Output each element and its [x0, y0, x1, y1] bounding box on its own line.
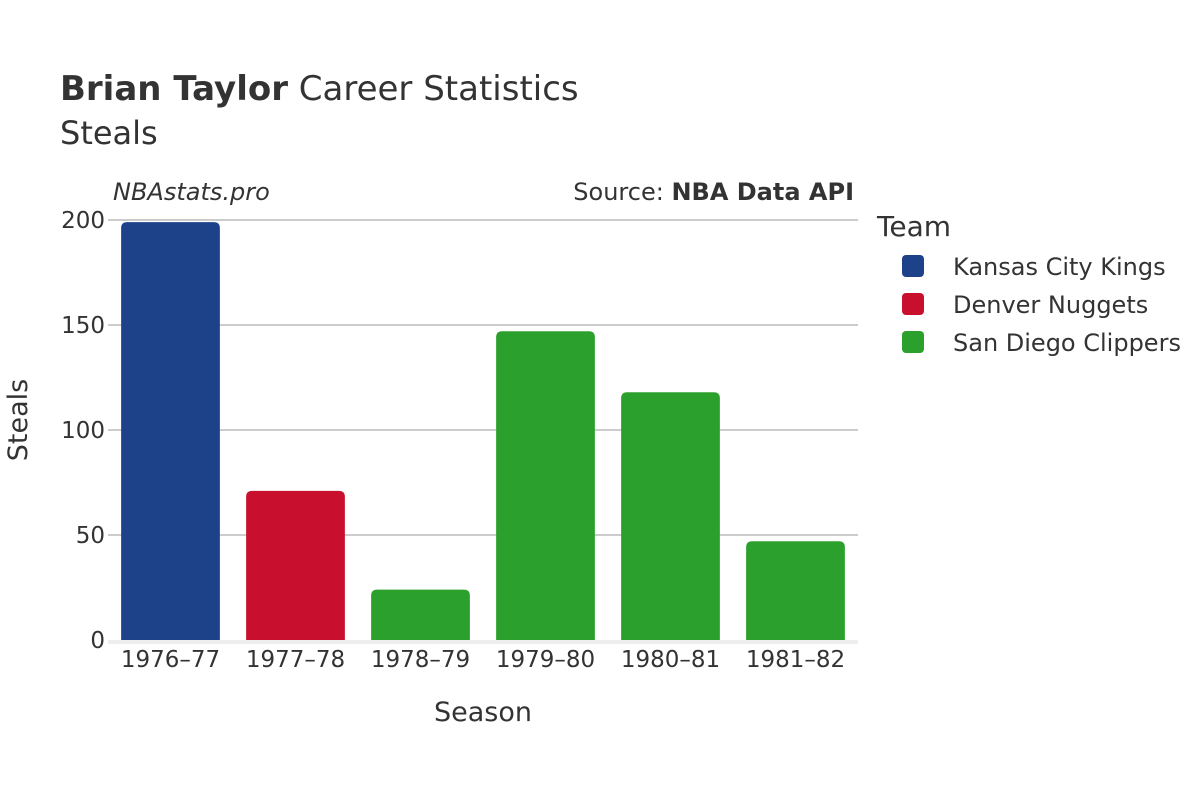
legend: Kansas City Kings Denver Nuggets San Diego… — [902, 253, 1181, 357]
gridlines — [108, 219, 858, 644]
legend-swatch — [902, 293, 924, 315]
title-player-name: Brian Taylor — [60, 69, 288, 109]
y-tick-label: 50 — [76, 523, 105, 549]
y-axis-label: Steals — [3, 379, 34, 461]
bar — [371, 589, 470, 640]
x-tick-labels: 1976–77 1977–78 1978–79 1979–80 1980–81 1981–… — [121, 647, 845, 673]
legend-title: Team — [876, 210, 951, 243]
bar — [496, 331, 595, 640]
bar — [621, 392, 720, 640]
y-tick-label: 0 — [90, 628, 105, 654]
x-tick-label: 1980–81 — [621, 647, 720, 673]
source-name: NBA Data API — [671, 178, 854, 206]
source-credit: Source: NBA Data API — [573, 178, 854, 206]
y-tick-label: 100 — [61, 418, 105, 444]
legend-label: San Diego Clippers — [953, 329, 1181, 357]
y-tick-label: 150 — [61, 313, 105, 339]
x-tick-label: 1979–80 — [496, 647, 595, 673]
source-prefix: Source: — [573, 178, 671, 206]
y-tick-labels: 0 50 100 150 200 — [61, 208, 105, 654]
legend-swatch — [902, 255, 924, 277]
x-tick-label: 1977–78 — [246, 647, 345, 673]
chart-subtitle: Steals — [60, 114, 158, 152]
legend-label: Kansas City Kings — [953, 253, 1166, 281]
bar — [746, 541, 845, 640]
title-rest: Career Statistics — [288, 69, 579, 109]
x-tick-label: 1981–82 — [746, 647, 845, 673]
watermark: NBAstats.pro — [113, 178, 270, 206]
legend-label: Denver Nuggets — [953, 291, 1148, 319]
bar — [121, 222, 220, 640]
bars — [121, 222, 845, 640]
x-tick-label: 1976–77 — [121, 647, 220, 673]
legend-swatch — [902, 331, 924, 353]
bar — [246, 490, 345, 640]
chart-title: Brian Taylor Career Statistics — [60, 69, 579, 109]
x-tick-label: 1978–79 — [371, 647, 470, 673]
x-axis-label: Season — [434, 697, 532, 728]
y-tick-label: 200 — [61, 208, 105, 234]
